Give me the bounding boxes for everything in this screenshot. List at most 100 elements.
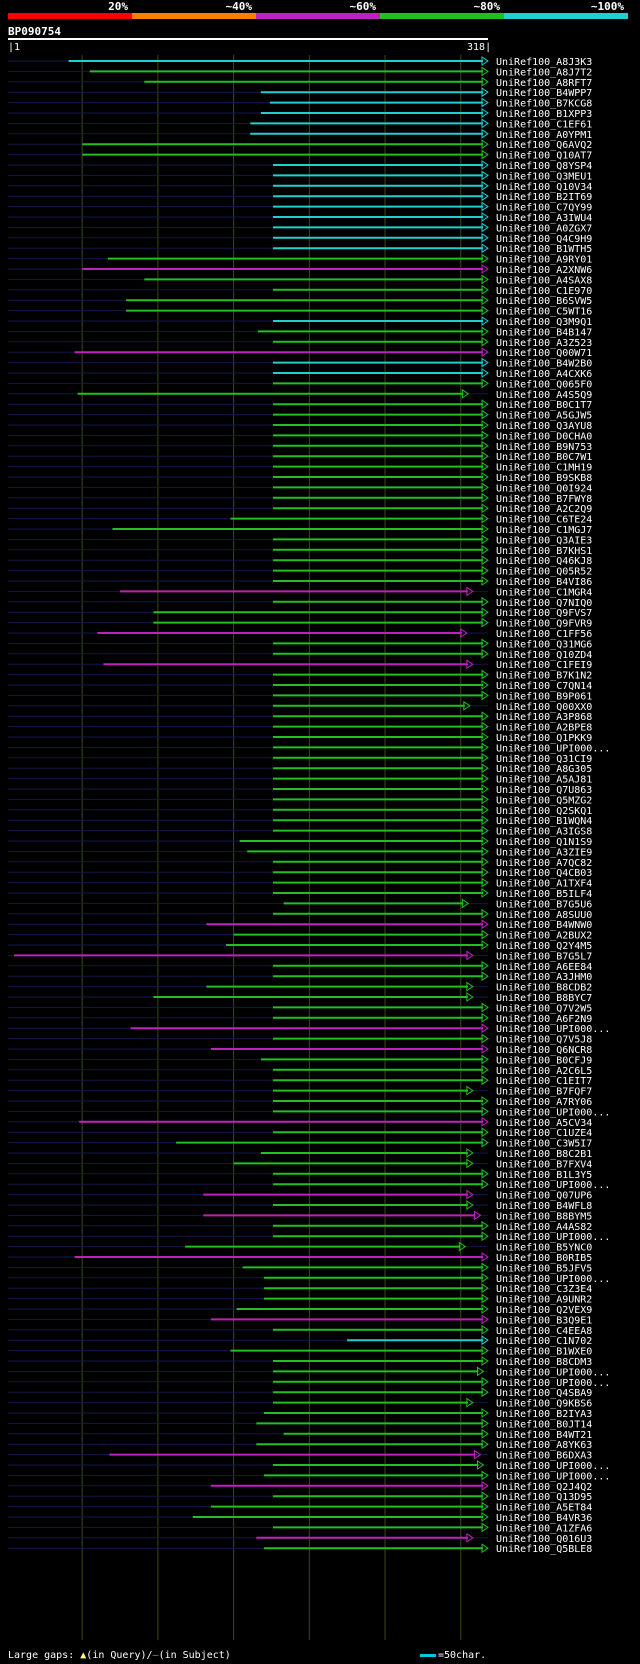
hit-label[interactable]: UniRef100_Q3M9Q1 [496, 317, 592, 328]
hit-row[interactable]: UniRef100_UPI000... [8, 1376, 610, 1389]
hit-label[interactable]: UniRef100_Q6NCR8 [496, 1045, 592, 1056]
hit-row[interactable]: UniRef100_Q3AIE3 [8, 534, 592, 546]
hit-row[interactable]: UniRef100_B7FXV4 [8, 1158, 592, 1170]
hit-label[interactable]: UniRef100_Q4CB03 [496, 868, 592, 879]
hit-label[interactable]: UniRef100_B4VI86 [496, 577, 592, 588]
hit-label[interactable]: UniRef100_A6EE84 [496, 962, 592, 973]
hit-row[interactable]: UniRef100_A5CV34 [8, 1116, 592, 1129]
hit-label[interactable]: UniRef100_B9N753 [496, 442, 592, 453]
hit-row[interactable]: UniRef100_Q9FVS7 [8, 607, 592, 619]
hit-label[interactable]: UniRef100_B5JFV5 [496, 1263, 592, 1274]
hit-row[interactable]: UniRef100_A0YPM1 [8, 128, 592, 141]
hit-label[interactable]: UniRef100_B1WQN4 [496, 816, 592, 827]
hit-row[interactable]: UniRef100_B3Q9E1 [8, 1314, 592, 1326]
hit-label[interactable]: UniRef100_Q46KJ8 [496, 556, 592, 567]
hit-row[interactable]: UniRef100_A6F2N9 [8, 1012, 592, 1025]
hit-label[interactable]: UniRef100_Q4C9H9 [496, 234, 592, 245]
hit-row[interactable]: UniRef100_UPI000... [8, 1023, 610, 1035]
hit-row[interactable]: UniRef100_C7QY99 [8, 201, 592, 214]
hit-label[interactable]: UniRef100_B1WXE0 [496, 1347, 592, 1358]
hit-label[interactable]: UniRef100_Q3AIE3 [496, 535, 592, 546]
hit-row[interactable]: UniRef100_Q7U863 [8, 784, 592, 796]
hit-label[interactable]: UniRef100_A8YK63 [496, 1440, 592, 1451]
hit-row[interactable]: UniRef100_Q2VEX9 [8, 1304, 592, 1316]
hit-label[interactable]: UniRef100_Q1PKK9 [496, 733, 592, 744]
hit-label[interactable]: UniRef100_Q3AYU8 [496, 421, 592, 432]
hit-row[interactable]: UniRef100_UPI000... [8, 1366, 610, 1378]
hit-label[interactable]: UniRef100_B0RIB5 [496, 1253, 592, 1264]
hit-label[interactable]: UniRef100_A5CV34 [496, 1118, 592, 1129]
hit-label[interactable]: UniRef100_A0ZGX7 [496, 223, 592, 234]
hit-row[interactable]: UniRef100_Q9FVR9 [8, 617, 592, 630]
hit-row[interactable]: UniRef100_B1XPP3 [8, 108, 592, 120]
hit-row[interactable]: UniRef100_A6EE84 [8, 960, 592, 973]
hit-label[interactable]: UniRef100_A0YPM1 [496, 130, 592, 141]
hit-row[interactable]: UniRef100_A3P868 [8, 711, 592, 723]
hit-row[interactable]: UniRef100_Q5BLE8 [8, 1543, 592, 1555]
hit-row[interactable]: UniRef100_Q10AT7 [8, 149, 592, 162]
hit-row[interactable]: UniRef100_Q10V34 [8, 180, 592, 193]
hit-row[interactable]: UniRef100_Q31CI9 [8, 752, 592, 765]
hit-label[interactable]: UniRef100_Q10ZD4 [496, 650, 592, 661]
hit-row[interactable]: UniRef100_UPI000... [8, 742, 610, 754]
hit-row[interactable]: UniRef100_C1MGJ7 [8, 524, 592, 536]
hit-row[interactable]: UniRef100_Q4C9H9 [8, 232, 592, 245]
hit-label[interactable]: UniRef100_C1MGR4 [496, 587, 592, 598]
hit-row[interactable]: UniRef100_B9SKB8 [8, 472, 592, 484]
hit-label[interactable]: UniRef100_Q7V2W5 [496, 1003, 592, 1014]
hit-label[interactable]: UniRef100_Q3MEU1 [496, 171, 592, 182]
hit-label[interactable]: UniRef100_Q00W71 [496, 348, 592, 359]
hit-label[interactable]: UniRef100_B6DXA3 [496, 1451, 592, 1462]
hit-label[interactable]: UniRef100_B1WTH5 [496, 244, 592, 255]
hit-row[interactable]: UniRef100_Q31MG6 [8, 638, 592, 650]
hit-label[interactable]: UniRef100_B4WNW0 [496, 920, 592, 931]
hit-label[interactable]: UniRef100_A1ZFA6 [496, 1523, 592, 1534]
hit-row[interactable]: UniRef100_A9UNR2 [8, 1293, 592, 1306]
hit-row[interactable]: UniRef100_C1MGR4 [8, 586, 592, 598]
hit-label[interactable]: UniRef100_Q016U3 [496, 1534, 592, 1545]
hit-label[interactable]: UniRef100_B8CDM3 [496, 1357, 592, 1368]
hit-label[interactable]: UniRef100_B4B147 [496, 327, 592, 338]
hit-label[interactable]: UniRef100_A3Z523 [496, 338, 592, 349]
hit-row[interactable]: UniRef100_A5GJW5 [8, 409, 592, 422]
hit-label[interactable]: UniRef100_B8BYM5 [496, 1211, 592, 1222]
hit-row[interactable]: UniRef100_B8BYC7 [8, 992, 592, 1004]
hit-row[interactable]: UniRef100_B7KCG8 [8, 97, 592, 110]
hit-label[interactable]: UniRef100_B4WFL8 [496, 1201, 592, 1212]
hit-label[interactable]: UniRef100_Q31MG6 [496, 639, 592, 650]
hit-label[interactable]: UniRef100_UPI000... [496, 743, 610, 754]
hit-label[interactable]: UniRef100_C1EF61 [496, 119, 592, 130]
hit-label[interactable]: UniRef100_UPI000... [496, 1461, 610, 1472]
hit-row[interactable]: UniRef100_A8RFT7 [8, 76, 592, 89]
hit-label[interactable]: UniRef100_A7QC82 [496, 858, 592, 869]
hit-label[interactable]: UniRef100_A2XNW6 [496, 265, 592, 276]
hit-row[interactable]: UniRef100_B2IT69 [8, 191, 592, 203]
hit-row[interactable]: UniRef100_A3IWU4 [8, 212, 592, 224]
hit-label[interactable]: UniRef100_UPI000... [496, 1107, 610, 1118]
hit-label[interactable]: UniRef100_Q10AT7 [496, 151, 592, 162]
hit-row[interactable]: UniRef100_B7G5U6 [8, 898, 592, 910]
hit-label[interactable]: UniRef100_B2IT69 [496, 192, 592, 203]
hit-row[interactable]: UniRef100_Q46KJ8 [8, 555, 592, 567]
hit-label[interactable]: UniRef100_C1N702 [496, 1336, 592, 1347]
hit-label[interactable]: UniRef100_C1FF56 [496, 629, 592, 640]
hit-row[interactable]: UniRef100_C3W5I7 [8, 1137, 592, 1150]
hit-row[interactable]: UniRef100_B8CDM3 [8, 1356, 592, 1368]
hit-row[interactable]: UniRef100_B7G5L7 [8, 950, 592, 962]
hit-row[interactable]: UniRef100_B1WTH5 [8, 243, 592, 255]
hit-label[interactable]: UniRef100_A3ZIE9 [496, 847, 592, 858]
hit-label[interactable]: UniRef100_A9RY01 [496, 255, 592, 266]
hit-row[interactable]: UniRef100_Q10ZD4 [8, 648, 592, 661]
hit-label[interactable]: UniRef100_B4VR36 [496, 1513, 592, 1524]
hit-row[interactable]: UniRef100_Q3M9Q1 [8, 316, 592, 328]
hit-label[interactable]: UniRef100_Q7V5J8 [496, 1035, 592, 1046]
hit-label[interactable]: UniRef100_B0CFJ9 [496, 1055, 592, 1066]
hit-label[interactable]: UniRef100_B3Q9E1 [496, 1315, 592, 1326]
hit-row[interactable]: UniRef100_B1WXE0 [8, 1345, 592, 1358]
hit-label[interactable]: UniRef100_A4AS82 [496, 1222, 592, 1233]
hit-row[interactable]: UniRef100_C1N702 [8, 1335, 592, 1347]
hit-row[interactable]: UniRef100_C1E970 [8, 284, 592, 297]
hit-row[interactable]: UniRef100_Q016U3 [8, 1532, 592, 1545]
hit-row[interactable]: UniRef100_B8C2B1 [8, 1148, 592, 1160]
hit-label[interactable]: UniRef100_Q5BLE8 [496, 1544, 592, 1555]
